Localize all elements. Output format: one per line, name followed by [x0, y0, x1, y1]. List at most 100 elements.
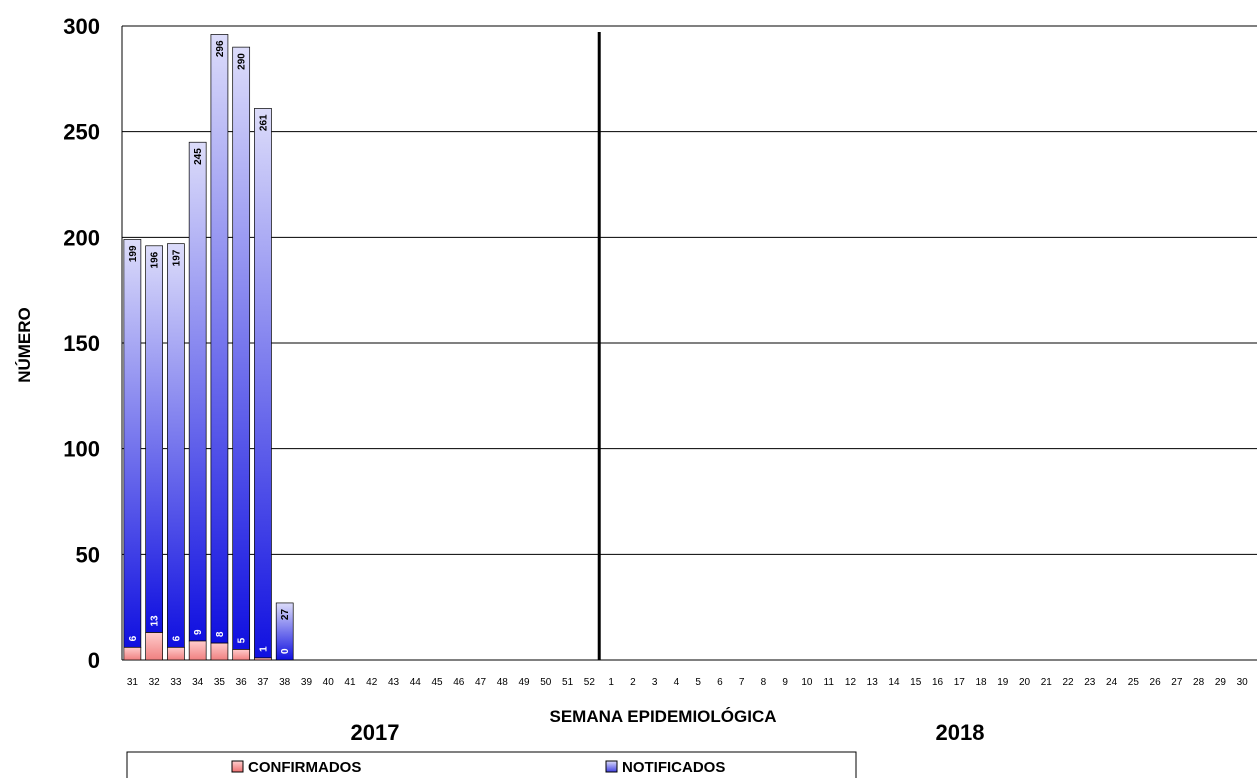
x-tick-label: 19 [997, 677, 1009, 688]
gridlines [121, 25, 1257, 661]
x-tick-label: 8 [761, 677, 767, 688]
legend-swatch-notificados [605, 760, 618, 773]
bar-notificados [123, 239, 142, 648]
bar-notificados [210, 34, 229, 644]
bar-confirmados [210, 642, 229, 661]
data-label-confirmados: 1 [258, 646, 269, 652]
x-tick-label: 30 [1237, 677, 1249, 688]
x-tick-label: 36 [236, 677, 248, 688]
data-label-confirmados: 13 [150, 615, 161, 627]
legend-swatch-confirmados [231, 760, 244, 773]
x-tick-label: 2 [630, 677, 636, 688]
x-tick-label: 14 [888, 677, 900, 688]
y-tick-label: 300 [63, 14, 100, 39]
y-tick-label: 250 [63, 120, 100, 145]
data-label-notificados: 196 [150, 251, 161, 268]
x-tick-label: 32 [149, 677, 161, 688]
data-label-confirmados: 8 [215, 631, 226, 637]
y-axis-title: NÚMERO [15, 307, 34, 383]
y-tick-label: 200 [63, 225, 100, 250]
x-tick-label: 20 [1019, 677, 1031, 688]
legend-label-notificados: NOTIFICADOS [622, 759, 725, 776]
data-label-notificados: 296 [215, 40, 226, 57]
year-label-2018: 2018 [936, 720, 985, 745]
x-tick-label: 27 [1171, 677, 1183, 688]
x-tick-label: 24 [1106, 677, 1118, 688]
y-tick-label: 0 [88, 648, 100, 673]
bars: 199 6 196 13 197 6 245 9 296 8 290 5 261 1 27 0 [123, 34, 294, 661]
x-tick-label: 6 [717, 677, 723, 688]
bar-confirmados [167, 646, 185, 661]
x-tick-label: 40 [323, 677, 335, 688]
x-tick-label: 39 [301, 677, 313, 688]
x-tick-label: 38 [279, 677, 291, 688]
bar-notificados [167, 243, 185, 648]
data-label-confirmados: 6 [171, 635, 182, 641]
x-tick-label: 35 [214, 677, 226, 688]
x-tick-label: 5 [695, 677, 701, 688]
x-tick-label: 25 [1128, 677, 1140, 688]
legend-box [126, 751, 857, 778]
bar-confirmados [232, 649, 251, 661]
data-label-notificados: 245 [193, 148, 204, 165]
x-tick-label: 51 [562, 677, 574, 688]
x-tick-label: 41 [344, 677, 356, 688]
legend-label-confirmados: CONFIRMADOS [248, 759, 361, 776]
data-label-confirmados: 0 [280, 648, 291, 654]
x-tick-label: 29 [1215, 677, 1227, 688]
x-tick-label: 50 [540, 677, 552, 688]
bar-confirmados [123, 646, 142, 661]
x-tick-label: 48 [497, 677, 509, 688]
x-tick-label: 22 [1062, 677, 1074, 688]
x-tick-label: 47 [475, 677, 487, 688]
y-tick-label: 100 [63, 437, 100, 462]
x-tick-label: 28 [1193, 677, 1205, 688]
x-tick-label: 15 [910, 677, 922, 688]
legend: CONFIRMADOS NOTIFICADOS [126, 751, 857, 778]
data-label-confirmados: 9 [193, 629, 204, 635]
bar-notificados [232, 46, 251, 650]
x-tick-label: 21 [1041, 677, 1053, 688]
bar-notificados [145, 245, 163, 633]
year-label-2017: 2017 [351, 720, 400, 745]
x-tick-label: 11 [824, 677, 835, 688]
x-tick-label: 44 [410, 677, 422, 688]
data-label-confirmados: 5 [237, 637, 248, 643]
bar-confirmados [188, 640, 207, 661]
x-axis-title: SEMANA EPIDEMIOLÓGICA [550, 707, 777, 726]
x-tick-label: 18 [975, 677, 987, 688]
bar-confirmados [254, 657, 272, 661]
x-tick-label: 13 [867, 677, 879, 688]
x-tick-label: 17 [954, 677, 966, 688]
data-label-notificados: 290 [237, 53, 248, 70]
x-tick-label: 7 [739, 677, 745, 688]
x-tick-label: 23 [1084, 677, 1096, 688]
bar-notificados [188, 141, 207, 642]
x-tick-label: 26 [1150, 677, 1162, 688]
x-tick-label: 33 [170, 677, 182, 688]
data-label-notificados: 197 [171, 249, 182, 266]
data-label-notificados: 261 [258, 114, 269, 131]
x-tick-label: 16 [932, 677, 944, 688]
x-tick-label: 9 [782, 677, 788, 688]
bar-confirmados [145, 632, 163, 661]
bar-notificados [275, 602, 294, 661]
x-tick-label: 45 [431, 677, 443, 688]
x-tick-label: 37 [257, 677, 269, 688]
x-tick-label: 42 [366, 677, 378, 688]
data-label-confirmados: 6 [128, 635, 139, 641]
x-tick-label: 46 [453, 677, 465, 688]
x-axis-ticks: 31 32 33 34 35 36 37 38 39 40 41 42 43 44 45 46 47 48 49 50… [127, 677, 1248, 688]
x-tick-label: 10 [801, 677, 813, 688]
x-tick-label: 12 [845, 677, 857, 688]
x-tick-label: 4 [674, 677, 680, 688]
data-label-notificados: 199 [128, 245, 139, 262]
x-tick-label: 49 [518, 677, 530, 688]
x-tick-label: 34 [192, 677, 204, 688]
x-tick-label: 31 [127, 677, 139, 688]
data-label-notificados: 27 [280, 609, 291, 621]
x-tick-label: 1 [608, 677, 614, 688]
y-axis-ticks: 0 50 100 150 200 250 300 [63, 14, 100, 673]
y-tick-label: 150 [63, 331, 100, 356]
